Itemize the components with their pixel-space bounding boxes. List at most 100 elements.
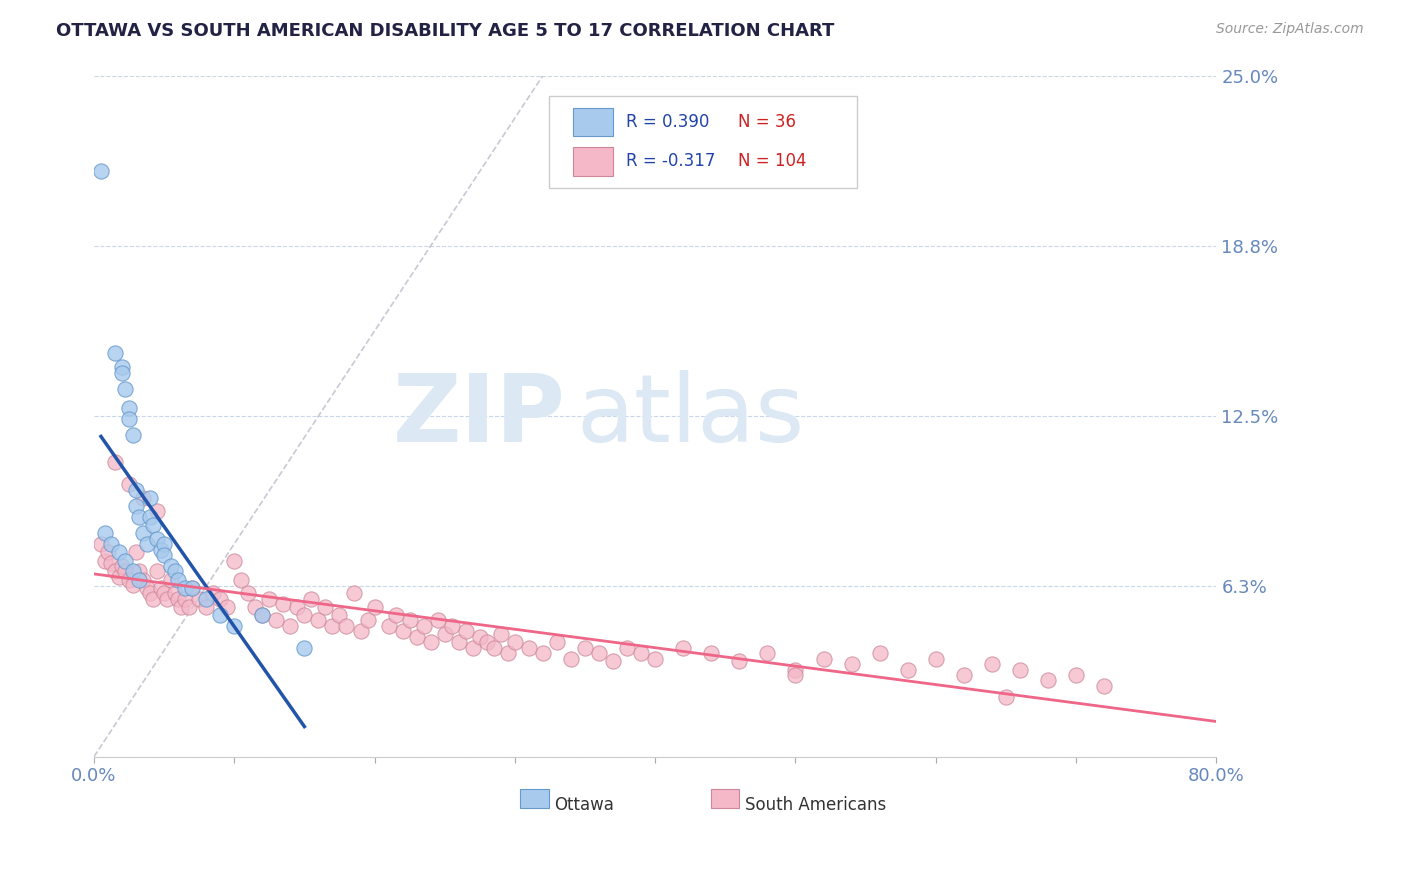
Point: [307, 614, 329, 628]
Point: [150, 581, 173, 595]
Point: [447, 635, 470, 649]
Point: [980, 657, 1002, 671]
Point: [125, 499, 148, 513]
Point: [118, 573, 141, 587]
Text: OTTAWA VS SOUTH AMERICAN DISABILITY AGE 5 TO 17 CORRELATION CHART: OTTAWA VS SOUTH AMERICAN DISABILITY AGE …: [56, 22, 835, 40]
Point: [231, 573, 253, 587]
Point: [111, 559, 134, 574]
Point: [202, 586, 225, 600]
Point: [118, 412, 141, 426]
Point: [108, 545, 131, 559]
Point: [118, 401, 141, 415]
Point: [217, 599, 239, 614]
Bar: [520, 789, 548, 808]
Point: [1064, 668, 1087, 682]
Point: [139, 586, 162, 600]
Point: [994, 690, 1017, 704]
Point: [925, 651, 948, 665]
Point: [114, 553, 136, 567]
Point: [90, 164, 112, 178]
Point: [630, 646, 652, 660]
Point: [209, 591, 232, 606]
Bar: [711, 789, 740, 808]
Text: South Americans: South Americans: [745, 797, 886, 814]
Point: [128, 573, 150, 587]
Point: [209, 607, 232, 622]
Point: [672, 640, 695, 655]
Point: [97, 545, 120, 559]
Point: [153, 586, 176, 600]
Point: [841, 657, 863, 671]
Point: [181, 581, 204, 595]
Point: [174, 591, 197, 606]
Point: [108, 570, 131, 584]
Point: [384, 607, 406, 622]
Point: [125, 483, 148, 497]
Point: [273, 597, 295, 611]
Point: [342, 586, 364, 600]
Point: [146, 532, 169, 546]
Point: [419, 635, 441, 649]
Point: [139, 491, 162, 505]
Point: [136, 581, 159, 595]
Point: [122, 428, 145, 442]
Point: [142, 518, 165, 533]
Point: [195, 591, 218, 606]
Point: [132, 491, 155, 505]
Point: [1036, 673, 1059, 688]
Bar: [574, 147, 613, 176]
Point: [118, 477, 141, 491]
Point: [94, 553, 117, 567]
Point: [245, 599, 267, 614]
Point: [335, 619, 357, 633]
Point: [363, 599, 385, 614]
Point: [165, 586, 187, 600]
Point: [153, 537, 176, 551]
Point: [299, 591, 322, 606]
Text: R = -0.317: R = -0.317: [626, 153, 716, 170]
Point: [328, 607, 350, 622]
Point: [165, 565, 187, 579]
Bar: [574, 108, 613, 136]
Point: [179, 599, 201, 614]
Point: [90, 537, 112, 551]
FancyBboxPatch shape: [548, 96, 858, 188]
Point: [785, 663, 807, 677]
Point: [252, 607, 274, 622]
Point: [574, 640, 596, 655]
Point: [531, 646, 554, 660]
Point: [122, 565, 145, 579]
Point: [468, 630, 491, 644]
Point: [503, 635, 526, 649]
Point: [1008, 663, 1031, 677]
Point: [356, 614, 378, 628]
Point: [292, 607, 315, 622]
Point: [1092, 679, 1115, 693]
Point: [136, 537, 159, 551]
Point: [238, 586, 260, 600]
Point: [475, 635, 498, 649]
Text: R = 0.390: R = 0.390: [626, 113, 710, 131]
Point: [111, 366, 134, 380]
Point: [728, 654, 751, 668]
Point: [349, 624, 371, 639]
Point: [813, 651, 835, 665]
Point: [482, 640, 505, 655]
Point: [104, 565, 127, 579]
Point: [259, 591, 281, 606]
Point: [174, 581, 197, 595]
Point: [128, 510, 150, 524]
Point: [188, 591, 211, 606]
Point: [517, 640, 540, 655]
Point: [398, 614, 420, 628]
Point: [292, 640, 315, 655]
Point: [114, 382, 136, 396]
Point: [405, 630, 427, 644]
Text: N = 104: N = 104: [738, 153, 807, 170]
Point: [160, 559, 183, 574]
Text: ZIP: ZIP: [392, 370, 565, 462]
Point: [132, 526, 155, 541]
Point: [391, 624, 413, 639]
Point: [616, 640, 638, 655]
Point: [461, 640, 484, 655]
